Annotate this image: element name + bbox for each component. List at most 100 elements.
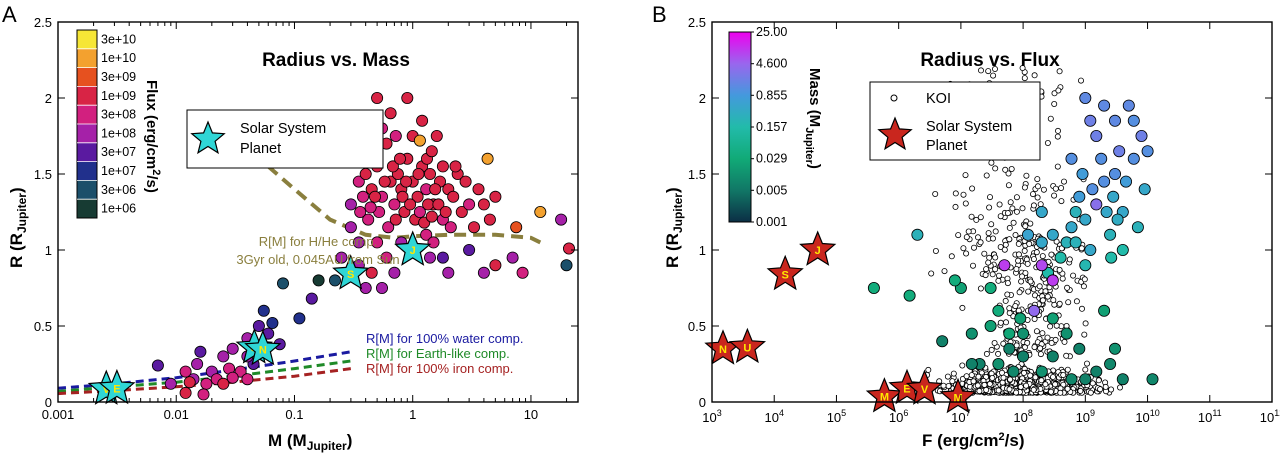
koi-point (1021, 247, 1028, 254)
y-axis-label-b: R (RJupiter) (663, 187, 685, 268)
x-tick-label-b-4: 107 (951, 408, 970, 425)
koi-point (1117, 384, 1124, 391)
koi-point (1038, 377, 1045, 384)
koi-point (1061, 338, 1068, 345)
x-tick-label-b-5: 108 (1013, 408, 1032, 425)
planet-point-a-58 (371, 92, 384, 105)
planet-point-a-101 (305, 292, 318, 305)
planet-points-b (867, 92, 1159, 386)
mass-point-b-69 (1109, 342, 1122, 355)
koi-point (1048, 339, 1055, 346)
colorbar-a-label-2: 3e+09 (101, 70, 136, 84)
planet-point-a-23 (447, 190, 460, 203)
koi-point (976, 388, 983, 395)
planet-point-a-31 (483, 213, 496, 226)
koi-point (1006, 224, 1013, 231)
koi-point (1019, 273, 1026, 280)
mass-point-b-20 (1054, 251, 1067, 264)
koi-point (1006, 386, 1013, 393)
mass-point-b-34 (1138, 183, 1151, 196)
koi-point (1064, 385, 1071, 392)
koi-point (1078, 245, 1085, 252)
koi-point (1027, 278, 1034, 285)
planet-point-a-65 (389, 129, 402, 142)
planet-point-a-121 (194, 345, 207, 358)
earth-model-label: R[M] for Earth-like comp. (366, 346, 510, 361)
planet-point-a-36 (389, 213, 402, 226)
koi-point (1081, 331, 1088, 338)
mass-colorbar: 25.00 4.600 0.855 0.157 0.029 0.005 0.001 (728, 25, 787, 229)
legend-koi-label: KOI (926, 91, 951, 107)
koi-point (1063, 352, 1070, 359)
koi-point (969, 185, 976, 192)
planet-point-a-80 (420, 228, 433, 241)
koi-point (988, 159, 995, 166)
koi-point (968, 213, 975, 220)
planet-point-a-44 (429, 183, 442, 196)
koi-point (1044, 334, 1051, 341)
planet-point-a-37 (396, 190, 409, 203)
mass-point-b-0 (1090, 198, 1103, 211)
mass-point-b-45 (992, 304, 1005, 317)
mass-point-b-77 (1014, 312, 1027, 325)
koi-point (968, 372, 975, 379)
koi-point (1036, 283, 1043, 290)
colorbar-a-label-7: 1e+07 (101, 164, 136, 178)
planet-point-a-107 (217, 350, 230, 363)
koi-point (1022, 223, 1029, 230)
koi-point (1021, 75, 1028, 82)
koi-point (1048, 388, 1055, 395)
koi-point (1047, 323, 1054, 330)
koi-point (950, 370, 957, 377)
planet-point-a-118 (183, 376, 196, 389)
x-tick-label-a-3: 1 (409, 407, 416, 422)
koi-point (1000, 374, 1007, 381)
koi-point (962, 200, 969, 207)
koi-point (1070, 272, 1077, 279)
planet-point-a-104 (252, 319, 265, 332)
colorbar-a-segment-9 (77, 199, 97, 218)
solar-star-b-3 (799, 230, 837, 266)
legend-a: Solar System Planet (186, 109, 384, 169)
koi-point (999, 369, 1006, 376)
legend-koi-marker (890, 94, 898, 102)
koi-point (1042, 381, 1049, 388)
mass-point-b-71 (1007, 365, 1020, 378)
planet-point-a-69 (481, 152, 494, 165)
koi-point (1108, 386, 1115, 393)
planet-point-a-2 (359, 167, 372, 180)
mass-point-b-3 (1109, 167, 1122, 180)
mass-point-b-37 (1069, 236, 1082, 249)
mass-point-b-49 (1017, 327, 1030, 340)
mass-point-b-32 (1079, 259, 1092, 272)
planet-point-a-29 (472, 183, 485, 196)
planet-point-a-115 (234, 365, 247, 378)
solar-star-label-b-0: N (719, 344, 727, 356)
mass-point-b-41 (1028, 304, 1041, 317)
mass-point-b-1 (1098, 175, 1111, 188)
koi-point (1089, 380, 1096, 387)
x-tick-label-b-0: 103 (702, 408, 721, 425)
solar-star-b-4 (865, 377, 904, 413)
koi-point (1019, 205, 1026, 212)
koi-point (940, 382, 947, 389)
planet-point-a-28 (467, 221, 480, 234)
planet-point-a-122 (226, 371, 239, 384)
panel-a-label: A (2, 2, 17, 27)
planet-point-a-100 (293, 312, 306, 325)
koi-point (1037, 201, 1044, 208)
panel-b-label: B (652, 2, 667, 27)
koi-point (1004, 210, 1011, 217)
koi-point (974, 382, 981, 389)
koi-point (1058, 184, 1065, 191)
plot-frame-b (711, 21, 1273, 403)
koi-point (983, 172, 990, 179)
koi-point (1034, 176, 1041, 183)
y-tick-label-b-3: 1.5 (688, 167, 706, 182)
y-tick-label-a-2: 1 (45, 243, 52, 258)
planet-point-a-81 (427, 236, 440, 249)
planet-point-a-112 (200, 377, 213, 390)
koi-point (977, 285, 984, 292)
koi-point (1052, 185, 1059, 192)
